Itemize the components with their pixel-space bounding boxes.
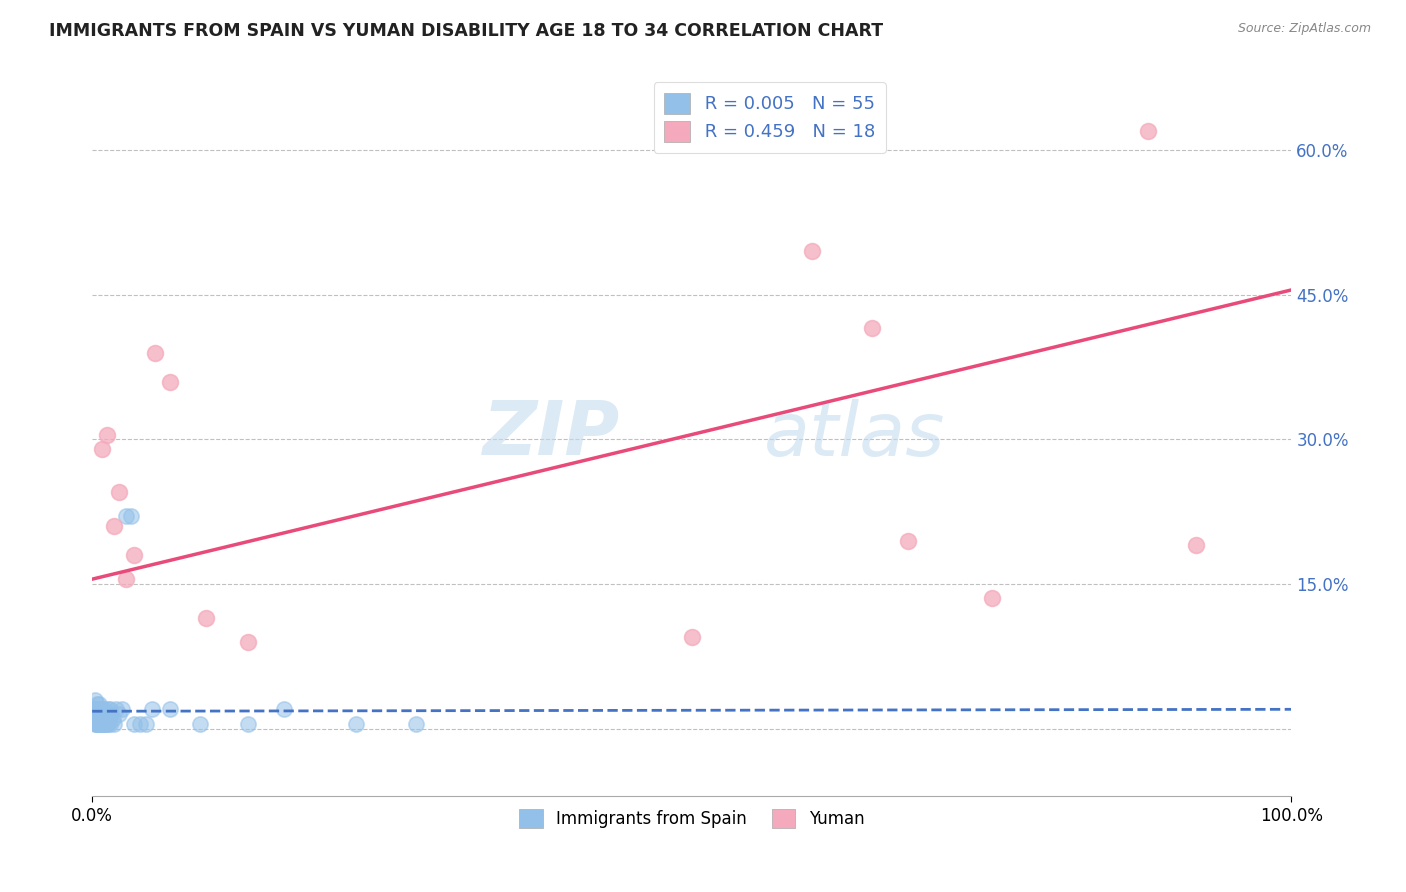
Point	[84, 712, 107, 726]
Point	[344, 716, 367, 731]
Point	[114, 509, 136, 524]
Point	[82, 712, 104, 726]
Point	[89, 716, 111, 731]
Point	[405, 716, 427, 731]
Point	[98, 712, 121, 726]
Point	[90, 716, 112, 731]
Point	[188, 716, 211, 731]
Point	[87, 716, 110, 731]
Point	[82, 702, 104, 716]
Point	[107, 707, 129, 722]
Point	[159, 702, 181, 716]
Point	[141, 702, 163, 716]
Point	[90, 716, 112, 731]
Point	[103, 519, 125, 533]
Point	[800, 244, 823, 259]
Point	[93, 707, 115, 722]
Point	[236, 635, 259, 649]
Point	[980, 591, 1002, 606]
Point	[86, 716, 108, 731]
Point	[84, 716, 107, 731]
Point	[159, 375, 181, 389]
Text: atlas: atlas	[763, 399, 945, 471]
Point	[105, 702, 128, 716]
Point	[91, 712, 114, 726]
Point	[83, 716, 105, 731]
Point	[90, 702, 112, 716]
Point	[86, 707, 108, 722]
Point	[114, 572, 136, 586]
Point	[897, 533, 920, 548]
Point	[93, 702, 115, 716]
Point	[860, 321, 883, 335]
Text: ZIP: ZIP	[482, 398, 620, 471]
Point	[1136, 124, 1159, 138]
Point	[87, 702, 110, 716]
Point	[83, 707, 105, 722]
Point	[94, 712, 117, 726]
Point	[122, 716, 145, 731]
Point	[195, 611, 218, 625]
Point	[1184, 538, 1206, 552]
Point	[111, 702, 134, 716]
Text: IMMIGRANTS FROM SPAIN VS YUMAN DISABILITY AGE 18 TO 34 CORRELATION CHART: IMMIGRANTS FROM SPAIN VS YUMAN DISABILIT…	[49, 22, 883, 40]
Point	[236, 716, 259, 731]
Point	[91, 716, 114, 731]
Point	[90, 707, 112, 722]
Point	[90, 442, 112, 456]
Point	[98, 702, 121, 716]
Point	[101, 712, 124, 726]
Point	[90, 712, 112, 726]
Point	[107, 485, 129, 500]
Point	[100, 707, 122, 722]
Point	[98, 716, 121, 731]
Point	[94, 716, 117, 731]
Point	[96, 716, 118, 731]
Point	[143, 345, 166, 359]
Point	[93, 716, 115, 731]
Point	[97, 716, 120, 731]
Point	[97, 702, 120, 716]
Point	[90, 702, 112, 716]
Point	[103, 716, 125, 731]
Point	[273, 702, 295, 716]
Point	[122, 548, 145, 562]
Point	[120, 509, 142, 524]
Text: Source: ZipAtlas.com: Source: ZipAtlas.com	[1237, 22, 1371, 36]
Point	[86, 698, 108, 712]
Point	[83, 692, 105, 706]
Point	[84, 702, 107, 716]
Legend: Immigrants from Spain, Yuman: Immigrants from Spain, Yuman	[513, 802, 870, 835]
Point	[129, 716, 152, 731]
Point	[96, 427, 118, 442]
Point	[96, 707, 118, 722]
Point	[135, 716, 157, 731]
Point	[89, 707, 111, 722]
Point	[681, 630, 703, 644]
Point	[89, 698, 111, 712]
Point	[87, 712, 110, 726]
